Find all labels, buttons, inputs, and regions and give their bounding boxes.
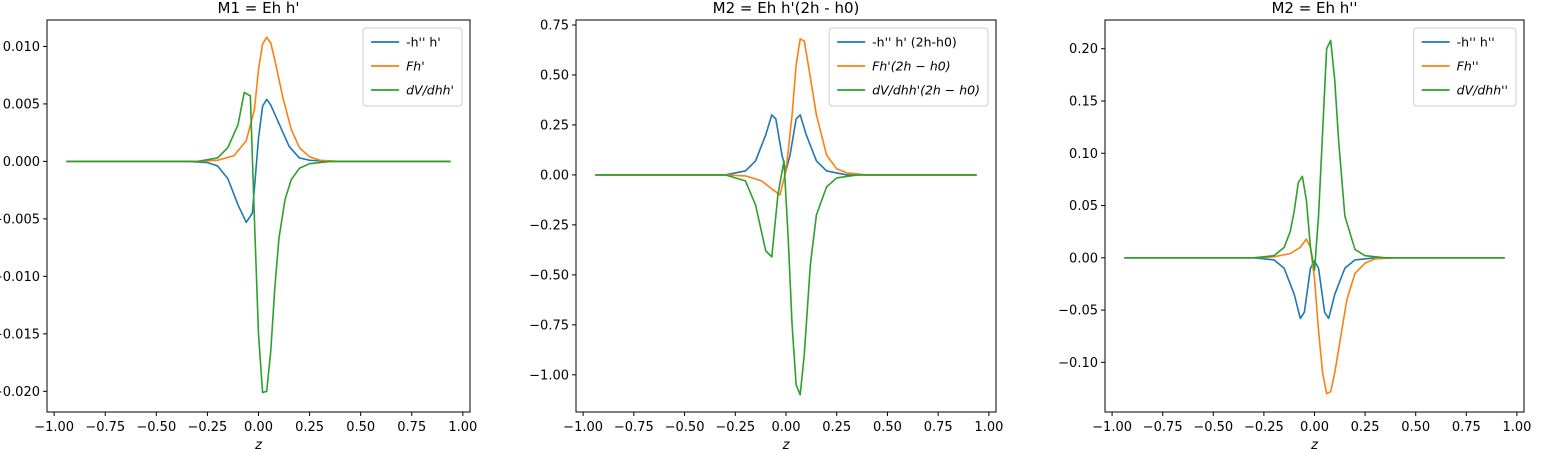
legend-label: Fh' — [406, 59, 425, 74]
x-tick-label: −0.75 — [1143, 420, 1183, 435]
y-tick-label: −0.50 — [529, 268, 569, 283]
x-tick-label: −0.25 — [1244, 420, 1284, 435]
legend-label: -h'' h' — [406, 35, 441, 50]
legend-label: dV/dhh'' — [1457, 83, 1508, 98]
legend: -h'' h'' Fh'' dV/dhh'' — [1413, 27, 1517, 107]
legend-box — [1413, 27, 1517, 107]
x-tick-label: 0.25 — [822, 420, 851, 435]
chart-panel-3: −1.00 −0.75 −0.50 −0.25 0.00 0.25 0.50 0.75 1.00… — [1058, 0, 1531, 450]
x-tick-label: 1.00 — [448, 420, 477, 435]
x-tick-label: −0.75 — [85, 420, 125, 435]
x-tick-label: 0.00 — [244, 420, 273, 435]
x-tick-label: 0.50 — [873, 420, 902, 435]
legend-label: Fh'' — [1457, 59, 1479, 74]
legend-label: -h'' h'' — [1457, 35, 1495, 50]
y-tick-label: 0.00 — [540, 168, 569, 183]
plot-area — [1124, 39, 1505, 395]
y-tick-label: 0.10 — [1069, 147, 1098, 162]
x-tick-label: 0.75 — [1452, 420, 1481, 435]
plot-area — [595, 38, 977, 396]
legend-box — [362, 27, 463, 107]
x-tick-label: −1.00 — [563, 420, 603, 435]
x-tick-label: 0.25 — [1351, 420, 1380, 435]
x-axis-label: z — [1310, 438, 1319, 450]
x-tick-label: 0.00 — [1300, 420, 1329, 435]
x-tick-label: −0.25 — [715, 420, 755, 435]
plot-area — [66, 36, 451, 394]
y-tick-label: −0.10 — [1058, 356, 1098, 371]
x-tick-label: −1.00 — [34, 420, 74, 435]
x-tick-label: 0.00 — [772, 420, 801, 435]
y-tick-label: 0.20 — [1069, 42, 1098, 57]
y-tick-label: −0.020 — [0, 385, 40, 400]
series-line-3 — [1124, 39, 1505, 272]
x-tick-label: 0.75 — [924, 420, 953, 435]
x-tick-label: −0.25 — [187, 420, 227, 435]
y-tick-label: −0.75 — [529, 318, 569, 333]
x-axis-label: z — [782, 438, 791, 450]
series-line-2 — [595, 38, 977, 196]
legend: -h'' h' Fh' dV/dhh' — [362, 27, 463, 107]
chart-panel-2: −1.00 −0.75 −0.50 −0.25 0.00 0.25 0.50 0.75 1.00… — [529, 0, 1003, 450]
y-tick-label: 0.50 — [540, 68, 569, 83]
y-tick-label: −1.00 — [529, 368, 569, 383]
x-tick-label: 0.75 — [397, 420, 426, 435]
y-tick-label: −0.015 — [0, 327, 40, 342]
legend-label: dV/dhh' — [406, 83, 454, 98]
y-tick-label: 0.000 — [3, 155, 40, 170]
legend-label: dV/dhh'(2h − h0) — [872, 83, 980, 98]
y-tick-label: −0.05 — [1058, 304, 1098, 319]
y-tick-label: 0.00 — [1069, 251, 1098, 266]
chart-panel-1: −1.00 −0.75 −0.50 −0.25 0.00 0.25 0.50 0.75 1.00… — [0, 0, 477, 450]
legend: -h'' h' (2h-h0) Fh'(2h − h0) dV/dhh'(2h − … — [828, 27, 989, 107]
legend-label: -h'' h' (2h-h0) — [872, 35, 957, 50]
series-line-2 — [66, 36, 451, 163]
x-tick-label: −0.75 — [614, 420, 654, 435]
series-line-2 — [1124, 238, 1505, 395]
x-tick-label: 1.00 — [1502, 420, 1531, 435]
x-tick-label: −0.50 — [136, 420, 176, 435]
series-line-3 — [595, 160, 977, 396]
series-line-3 — [66, 91, 451, 394]
legend-box — [828, 27, 989, 107]
x-axis-label: z — [254, 438, 263, 450]
x-tick-label: −1.00 — [1092, 420, 1132, 435]
x-tick-label: 1.00 — [974, 420, 1003, 435]
y-tick-label: −0.25 — [529, 218, 569, 233]
y-tick-label: 0.005 — [3, 97, 40, 112]
x-tick-label: 0.50 — [346, 420, 375, 435]
y-tick-label: 0.75 — [540, 18, 569, 33]
x-tick-label: −0.50 — [665, 420, 705, 435]
legend-label: Fh'(2h − h0) — [872, 59, 950, 74]
y-tick-label: −0.010 — [0, 270, 40, 285]
y-tick-label: 0.05 — [1069, 199, 1098, 214]
chart-title: M2 = Eh h'(2h - h0) — [713, 0, 860, 17]
y-tick-label: −0.005 — [0, 212, 40, 227]
chart-title: M1 = Eh h' — [218, 0, 300, 17]
series-line-1 — [66, 98, 451, 224]
x-tick-label: 0.50 — [1401, 420, 1430, 435]
x-tick-label: −0.50 — [1193, 420, 1233, 435]
y-tick-label: 0.25 — [540, 118, 569, 133]
y-tick-label: 0.010 — [3, 40, 40, 55]
x-tick-label: 0.25 — [295, 420, 324, 435]
chart-title: M2 = Eh h'' — [1271, 0, 1357, 17]
y-tick-label: 0.15 — [1069, 95, 1098, 110]
